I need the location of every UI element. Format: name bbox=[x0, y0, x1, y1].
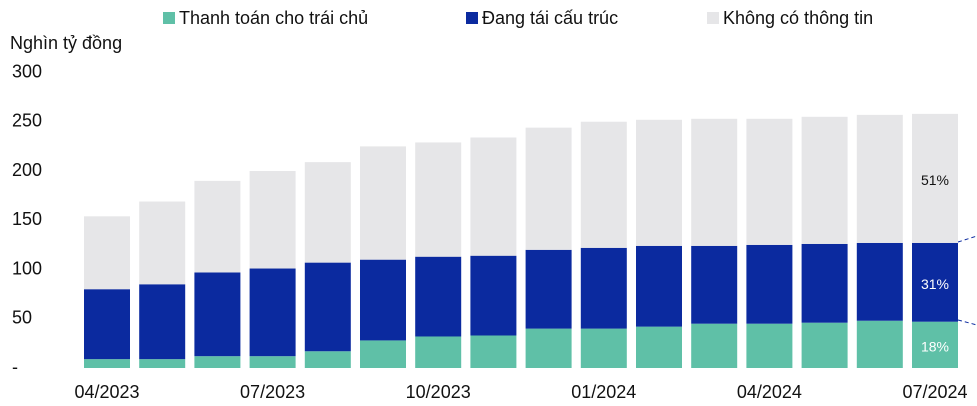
connector bbox=[957, 235, 977, 243]
bar-segment bbox=[912, 321, 958, 368]
y-axis-label: Nghìn tỷ đồng bbox=[10, 33, 122, 53]
bar-segment bbox=[249, 171, 296, 269]
bar-segment bbox=[249, 268, 296, 357]
x-tick-label: 10/2023 bbox=[406, 382, 471, 402]
bar-segment bbox=[525, 328, 572, 368]
bar-segment bbox=[636, 245, 682, 327]
bar-segment bbox=[415, 142, 462, 257]
legend-label: Thanh toán cho trái chủ bbox=[179, 8, 368, 28]
bar-segment bbox=[691, 245, 738, 324]
y-tick-label: 200 bbox=[12, 160, 42, 180]
bar-segment bbox=[139, 284, 186, 360]
bar-segment bbox=[580, 247, 627, 329]
bar-segment bbox=[912, 113, 958, 243]
bar-segment bbox=[415, 256, 462, 337]
bar-segment bbox=[801, 116, 848, 244]
bar-segment bbox=[304, 162, 351, 263]
y-tick-label: 50 bbox=[12, 308, 32, 328]
bar-segment bbox=[139, 201, 186, 285]
bar-segment bbox=[636, 326, 682, 368]
bar-segment bbox=[194, 272, 241, 357]
bar-segment bbox=[194, 356, 241, 368]
legend-label: Không có thông tin bbox=[723, 8, 873, 28]
y-tick-label: 150 bbox=[12, 209, 42, 229]
legend-swatch bbox=[163, 12, 175, 24]
bar-segment bbox=[360, 259, 406, 341]
bar-segment bbox=[912, 242, 958, 322]
bar-segment bbox=[636, 119, 682, 246]
legend-label: Đang tái cấu trúc bbox=[482, 8, 618, 28]
bar-segment bbox=[856, 320, 903, 368]
bar-segment bbox=[249, 356, 296, 368]
bar-segment bbox=[525, 127, 572, 250]
legend-swatch bbox=[466, 12, 478, 24]
data-label: 18% bbox=[921, 339, 949, 355]
bar-segment bbox=[801, 322, 848, 368]
legend-swatch bbox=[707, 12, 719, 24]
bar-segment bbox=[691, 323, 738, 368]
bar-segment bbox=[360, 340, 406, 368]
bar-segment bbox=[470, 335, 517, 368]
x-tick-label: 07/2024 bbox=[902, 382, 967, 402]
bar-segment bbox=[746, 118, 793, 245]
bar-segment bbox=[415, 336, 462, 368]
x-tick-label: 01/2024 bbox=[571, 382, 636, 402]
bar-segment bbox=[84, 359, 130, 368]
bar-segment bbox=[801, 243, 848, 323]
bar-segment bbox=[856, 242, 903, 321]
connector bbox=[957, 319, 977, 326]
bar-segment bbox=[746, 244, 793, 324]
x-tick-label: 04/2024 bbox=[737, 382, 802, 402]
bar-segment bbox=[525, 249, 572, 329]
bar-segment bbox=[304, 351, 351, 368]
bar-segment bbox=[691, 118, 738, 246]
bar-segment bbox=[856, 114, 903, 243]
bar-segment bbox=[470, 255, 517, 336]
bar-segment bbox=[139, 359, 186, 368]
bar-segment bbox=[360, 146, 406, 260]
bar-segment bbox=[470, 137, 517, 256]
y-tick-label: 100 bbox=[12, 258, 42, 278]
data-label: 31% bbox=[921, 276, 949, 292]
bar-segment bbox=[304, 262, 351, 352]
y-tick-label: 300 bbox=[12, 61, 42, 81]
y-tick-label: 250 bbox=[12, 111, 42, 131]
data-label: 51% bbox=[921, 172, 949, 188]
bar-segment bbox=[580, 328, 627, 368]
x-tick-label: 07/2023 bbox=[240, 382, 305, 402]
y-tick-label: - bbox=[12, 357, 18, 377]
bar-segment bbox=[84, 289, 130, 360]
bar-segment bbox=[746, 323, 793, 368]
bar-segment bbox=[194, 180, 241, 273]
bar-segment bbox=[580, 121, 627, 248]
x-tick-label: 04/2023 bbox=[74, 382, 139, 402]
bar-segment bbox=[84, 216, 130, 290]
